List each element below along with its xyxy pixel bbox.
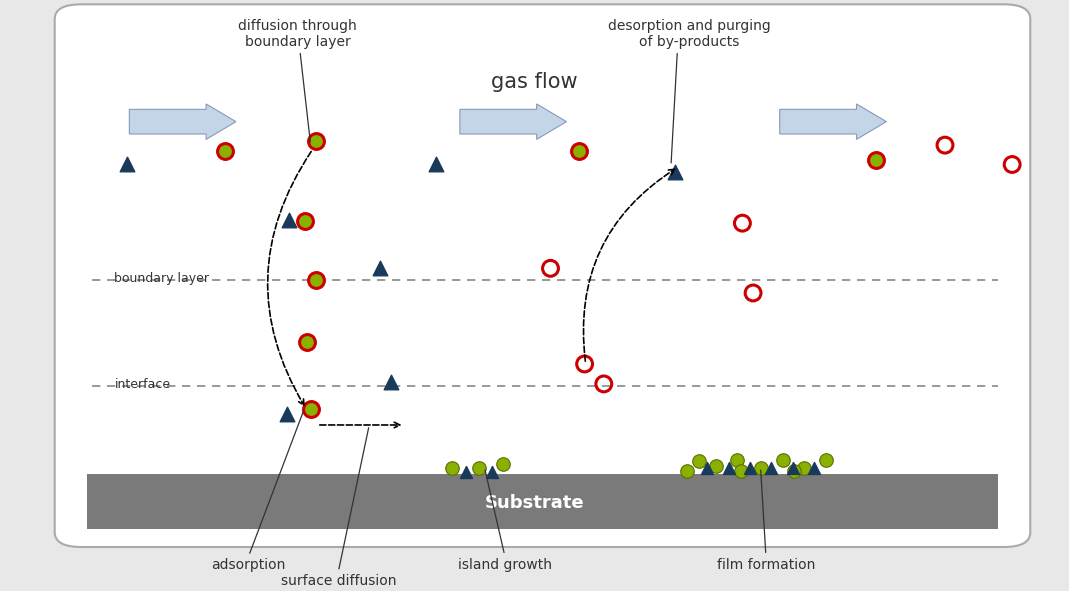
Point bbox=[1004, 160, 1021, 169]
Point bbox=[595, 379, 613, 389]
Point bbox=[732, 466, 749, 476]
Point bbox=[744, 288, 761, 298]
Polygon shape bbox=[779, 104, 886, 139]
Polygon shape bbox=[129, 104, 236, 139]
Point bbox=[729, 456, 746, 465]
Point bbox=[297, 217, 314, 226]
Point bbox=[667, 167, 684, 176]
Text: desorption and purging
of by-products: desorption and purging of by-products bbox=[608, 18, 771, 48]
Point bbox=[708, 462, 725, 471]
Point bbox=[299, 337, 316, 346]
Text: film formation: film formation bbox=[716, 557, 815, 571]
Point bbox=[741, 464, 758, 473]
Text: surface diffusion: surface diffusion bbox=[280, 574, 397, 588]
Point bbox=[308, 275, 325, 285]
Point bbox=[571, 146, 588, 155]
Point bbox=[281, 215, 298, 225]
Text: gas flow: gas flow bbox=[491, 72, 578, 92]
Point bbox=[762, 464, 779, 473]
Point bbox=[691, 457, 708, 466]
Text: adsorption: adsorption bbox=[212, 557, 285, 571]
Point bbox=[774, 456, 791, 465]
Point bbox=[542, 264, 559, 273]
Text: island growth: island growth bbox=[458, 557, 552, 571]
Text: diffusion through
boundary layer: diffusion through boundary layer bbox=[238, 18, 357, 48]
Point bbox=[805, 464, 822, 473]
Point bbox=[444, 464, 461, 473]
Point bbox=[817, 456, 834, 465]
Point bbox=[483, 467, 500, 477]
Point bbox=[867, 155, 884, 164]
Point bbox=[785, 466, 802, 476]
Point bbox=[119, 160, 136, 169]
Point bbox=[217, 146, 234, 155]
Point bbox=[679, 466, 696, 476]
Point bbox=[428, 160, 445, 169]
Point bbox=[279, 410, 296, 419]
Point bbox=[470, 464, 487, 473]
Point bbox=[784, 464, 801, 473]
Point bbox=[576, 359, 593, 369]
Point bbox=[795, 463, 812, 473]
Text: Substrate: Substrate bbox=[484, 494, 585, 512]
Point bbox=[936, 141, 954, 150]
Point bbox=[308, 137, 325, 146]
Text: boundary layer: boundary layer bbox=[114, 272, 210, 285]
Point bbox=[733, 219, 750, 228]
Point bbox=[752, 463, 769, 473]
Text: interface: interface bbox=[114, 378, 171, 391]
Point bbox=[699, 464, 716, 473]
Polygon shape bbox=[460, 104, 567, 139]
Point bbox=[382, 377, 399, 387]
Point bbox=[303, 404, 320, 413]
Point bbox=[458, 467, 475, 477]
FancyBboxPatch shape bbox=[55, 4, 1031, 547]
Point bbox=[721, 464, 738, 473]
Point bbox=[371, 264, 388, 273]
Bar bbox=[87, 473, 998, 530]
Point bbox=[494, 459, 511, 469]
